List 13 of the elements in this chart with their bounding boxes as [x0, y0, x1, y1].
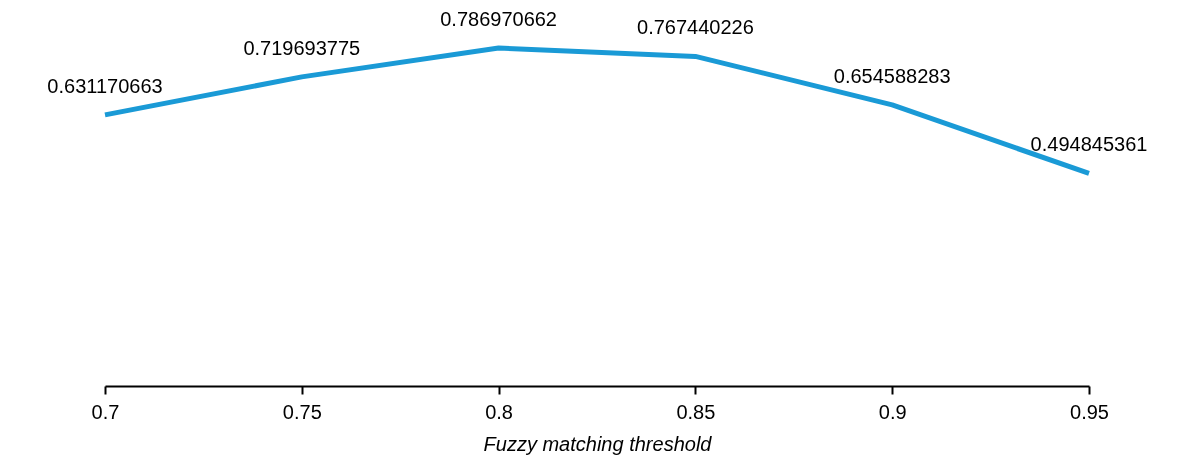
x-axis-title: Fuzzy matching threshold — [483, 432, 713, 455]
data-label: 0.719693775 — [243, 36, 361, 59]
data-label: 0.654588283 — [833, 64, 951, 87]
x-tick-label: 0.95 — [1070, 400, 1109, 423]
data-label: 0.767440226 — [637, 16, 754, 39]
data-label: 0.494845361 — [1030, 133, 1148, 156]
x-tick-label: 0.75 — [282, 400, 322, 423]
data-label: 0.631170663 — [47, 74, 163, 97]
x-tick-label: 0.7 — [91, 400, 120, 423]
x-tick-label: 0.9 — [878, 400, 907, 423]
x-tick-label: 0.85 — [676, 400, 716, 423]
x-tick-label: 0.8 — [485, 400, 514, 423]
data-label: 0.786970662 — [440, 8, 557, 30]
